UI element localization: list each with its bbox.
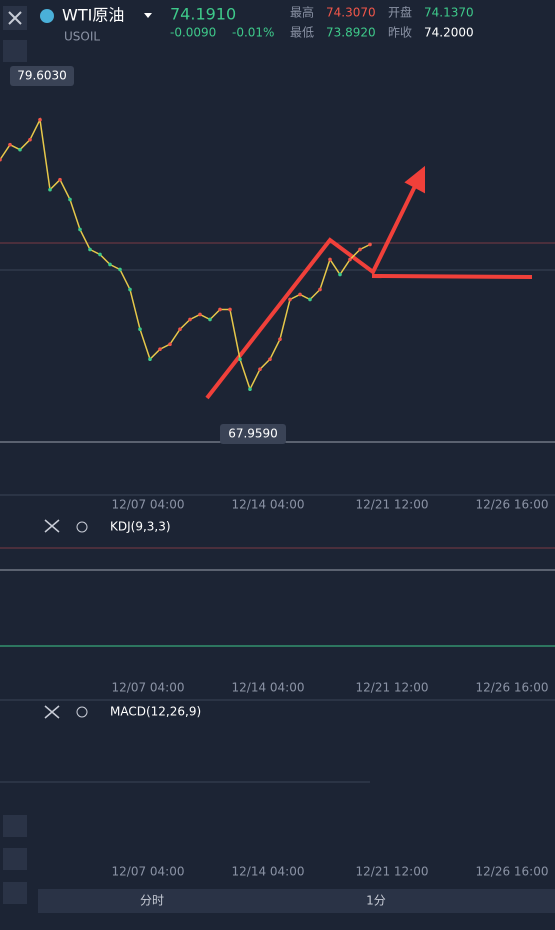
price-point bbox=[128, 287, 132, 292]
settings-icon[interactable] bbox=[76, 521, 88, 533]
price-point bbox=[358, 247, 362, 252]
time-label: 12/14 04:00 bbox=[232, 865, 305, 879]
time-label: 12/14 04:00 bbox=[232, 681, 305, 695]
change-pct: -0.01% bbox=[232, 26, 274, 40]
drawn-arrows bbox=[205, 165, 533, 400]
change: -0.0090 bbox=[170, 26, 216, 40]
price-point bbox=[78, 227, 82, 232]
tool-button[interactable] bbox=[3, 882, 27, 904]
price-point bbox=[228, 307, 232, 312]
symbol[interactable]: WTI原油 bbox=[62, 6, 124, 25]
price-point bbox=[368, 242, 372, 247]
tool-button[interactable] bbox=[3, 815, 27, 837]
price-point bbox=[268, 357, 272, 362]
stat-value: 74.1370 bbox=[424, 6, 474, 20]
price-point bbox=[208, 317, 212, 322]
expand-button[interactable] bbox=[3, 40, 27, 62]
time-label: 12/07 04:00 bbox=[112, 498, 185, 512]
price-point bbox=[328, 257, 332, 262]
tool-button[interactable] bbox=[3, 848, 27, 870]
stat-value: 74.3070 bbox=[326, 6, 376, 20]
price-point bbox=[38, 117, 42, 122]
price-point bbox=[238, 357, 242, 362]
time-label: 12/21 12:00 bbox=[356, 498, 429, 512]
price-point bbox=[188, 317, 192, 322]
time-label: 12/26 16:00 bbox=[476, 865, 549, 879]
high-label: 79.6030 bbox=[17, 69, 67, 83]
price-point bbox=[288, 297, 292, 302]
price-point bbox=[338, 272, 342, 277]
time-label: 12/26 16:00 bbox=[476, 498, 549, 512]
price-point bbox=[168, 342, 172, 347]
price-point bbox=[218, 307, 222, 312]
stat-value: 73.8920 bbox=[326, 26, 376, 40]
stat-value: 74.2000 bbox=[424, 26, 474, 40]
price-point bbox=[178, 327, 182, 332]
high-label-box bbox=[10, 66, 74, 86]
price-point bbox=[148, 357, 152, 362]
time-label: 12/26 16:00 bbox=[476, 681, 549, 695]
price-point bbox=[308, 297, 312, 302]
price-point bbox=[248, 387, 252, 392]
indicator-title: KDJ(9,3,3) bbox=[110, 520, 171, 534]
price-point bbox=[348, 257, 352, 262]
price: 74.1910 bbox=[170, 5, 236, 24]
price-point bbox=[88, 247, 92, 252]
price-line bbox=[0, 117, 371, 392]
price-point bbox=[158, 347, 162, 352]
price-point bbox=[118, 267, 122, 272]
price-point bbox=[58, 177, 62, 182]
tab[interactable]: 1分 bbox=[366, 894, 386, 908]
stat-label: 最高 bbox=[290, 5, 314, 20]
low-label: 67.9590 bbox=[228, 427, 278, 441]
price-point bbox=[0, 157, 2, 162]
close-icon bbox=[8, 11, 22, 25]
price-point bbox=[298, 292, 302, 297]
indicator-title: MACD(12,26,9) bbox=[110, 705, 201, 719]
time-label: 12/21 12:00 bbox=[356, 681, 429, 695]
code: USOIL bbox=[64, 30, 100, 44]
price-point bbox=[48, 187, 52, 192]
stat-label: 昨收 bbox=[388, 26, 412, 40]
price-point bbox=[278, 337, 282, 342]
price-point bbox=[28, 137, 32, 142]
tab[interactable]: 分时 bbox=[140, 894, 164, 908]
stat-label: 开盘 bbox=[388, 5, 412, 20]
stat-label: 最低 bbox=[290, 26, 314, 40]
time-label: 12/07 04:00 bbox=[112, 681, 185, 695]
time-label: 12/14 04:00 bbox=[232, 498, 305, 512]
price-point bbox=[108, 262, 112, 267]
symbol-icon bbox=[40, 9, 54, 23]
price-point bbox=[198, 312, 202, 317]
low-label-box bbox=[220, 424, 286, 444]
close-indicator[interactable] bbox=[44, 519, 60, 533]
price-point bbox=[258, 367, 262, 372]
close-indicator[interactable] bbox=[44, 705, 60, 719]
dropdown[interactable] bbox=[144, 13, 152, 18]
settings-icon[interactable] bbox=[76, 706, 88, 718]
price-point bbox=[18, 147, 22, 152]
price-point bbox=[138, 327, 142, 332]
price-point bbox=[98, 252, 102, 257]
tab-bar bbox=[38, 889, 555, 913]
time-label: 12/07 04:00 bbox=[112, 865, 185, 879]
time-label: 12/21 12:00 bbox=[356, 865, 429, 879]
price-point bbox=[68, 197, 72, 202]
price-point bbox=[318, 287, 322, 292]
price-point bbox=[8, 142, 12, 147]
